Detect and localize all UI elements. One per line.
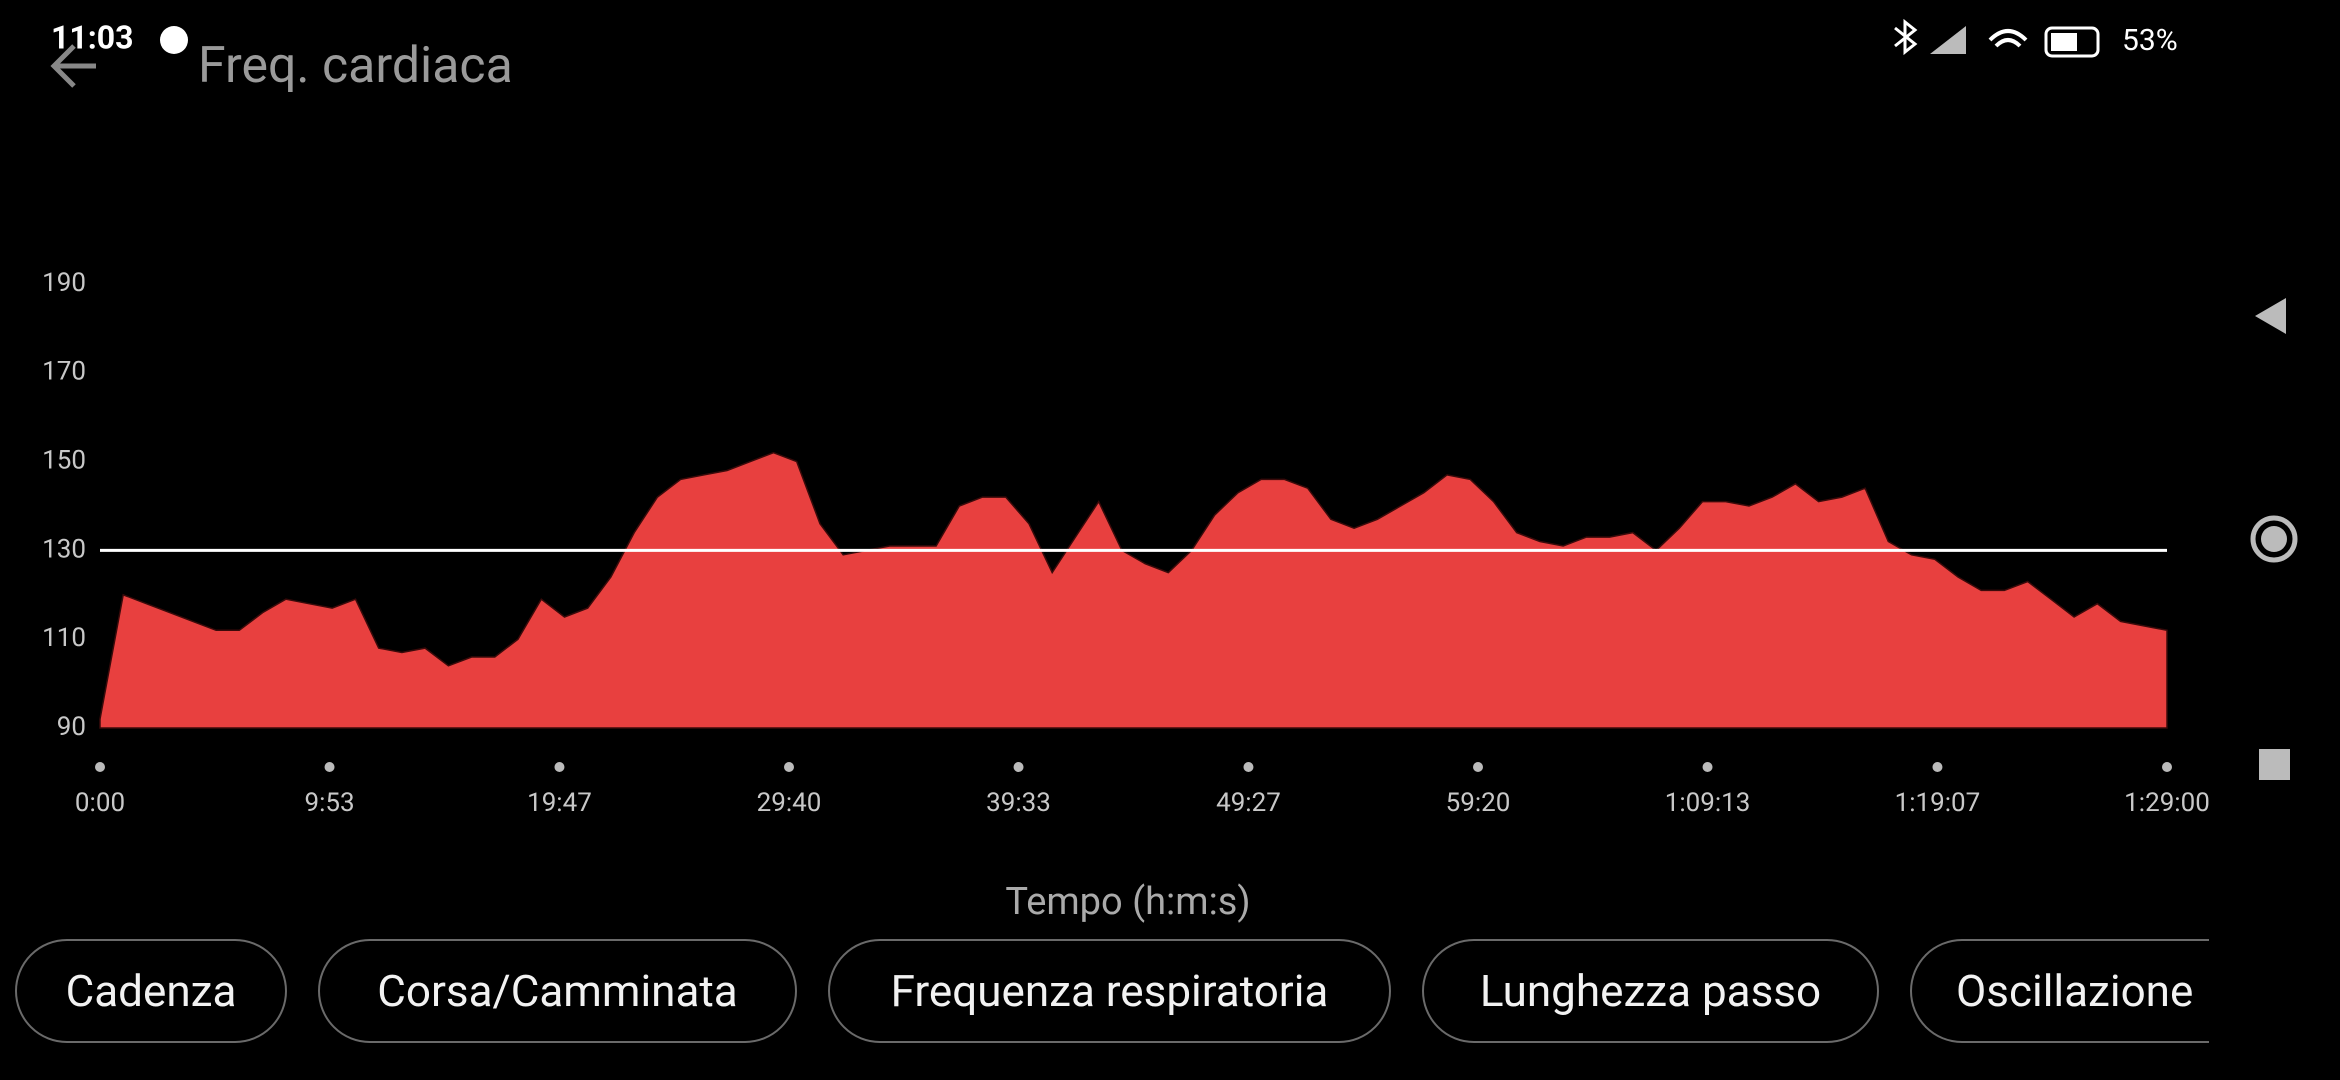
signal-icon	[1930, 26, 1966, 54]
x-tick-label: 9:53	[304, 788, 354, 818]
x-tick-label: 1:09:13	[1665, 788, 1751, 818]
y-tick-label: 170	[42, 357, 86, 387]
metric-chip[interactable]: Lunghezza passo	[1422, 939, 1879, 1043]
x-tick-label: 49:27	[1216, 788, 1281, 818]
x-tick-label: 0:00	[75, 788, 125, 818]
metric-chip[interactable]: Oscillazione	[1910, 939, 2209, 1043]
y-tick-label: 110	[42, 623, 86, 653]
x-tick-dot	[1243, 762, 1254, 772]
x-tick-label: 1:29:00	[2124, 788, 2210, 818]
metric-chip[interactable]: Cadenza	[15, 939, 287, 1043]
nav-home-dot	[2261, 526, 2287, 552]
x-tick-dot	[1013, 762, 1024, 772]
page-title: Freq. cardiaca	[198, 37, 513, 95]
metric-chip[interactable]: Frequenza respiratoria	[828, 939, 1391, 1043]
wifi-icon	[1988, 29, 2028, 48]
status-time: 11:03	[51, 18, 133, 56]
hr-area	[99, 451, 2168, 729]
battery-icon	[2044, 26, 2100, 58]
facebook-icon	[160, 26, 188, 54]
x-tick-dot	[95, 762, 105, 772]
x-tick-dot	[324, 762, 335, 772]
battery-text: 53%	[2122, 23, 2178, 58]
y-tick-label: 130	[42, 534, 86, 564]
x-tick-dot	[784, 762, 794, 772]
y-tick-label: 90	[57, 712, 86, 742]
x-tick-label: 1:19:07	[1895, 788, 1981, 818]
nav-recents[interactable]	[2259, 749, 2290, 780]
x-tick-label: 29:40	[757, 788, 822, 818]
x-tick-label: 39:33	[986, 788, 1051, 818]
battery-level	[2051, 33, 2077, 51]
nav-back[interactable]	[2255, 298, 2286, 334]
y-tick-label: 150	[42, 445, 86, 475]
x-tick-dot	[554, 762, 565, 772]
x-tick-dot	[1932, 762, 1943, 772]
x-tick-dot	[2162, 762, 2172, 772]
bluetooth-icon	[1894, 18, 1918, 56]
x-axis-title: Tempo (h:m:s)	[1005, 880, 1250, 924]
nav-home[interactable]	[2250, 515, 2298, 563]
x-tick-label: 59:20	[1446, 788, 1511, 818]
metric-chip[interactable]: Corsa/Camminata	[318, 939, 797, 1043]
x-tick-dot	[1473, 762, 1483, 772]
x-tick-dot	[1702, 762, 1713, 772]
y-tick-label: 190	[42, 268, 86, 298]
x-tick-label: 19:47	[527, 788, 592, 818]
back-button[interactable]	[50, 44, 96, 88]
